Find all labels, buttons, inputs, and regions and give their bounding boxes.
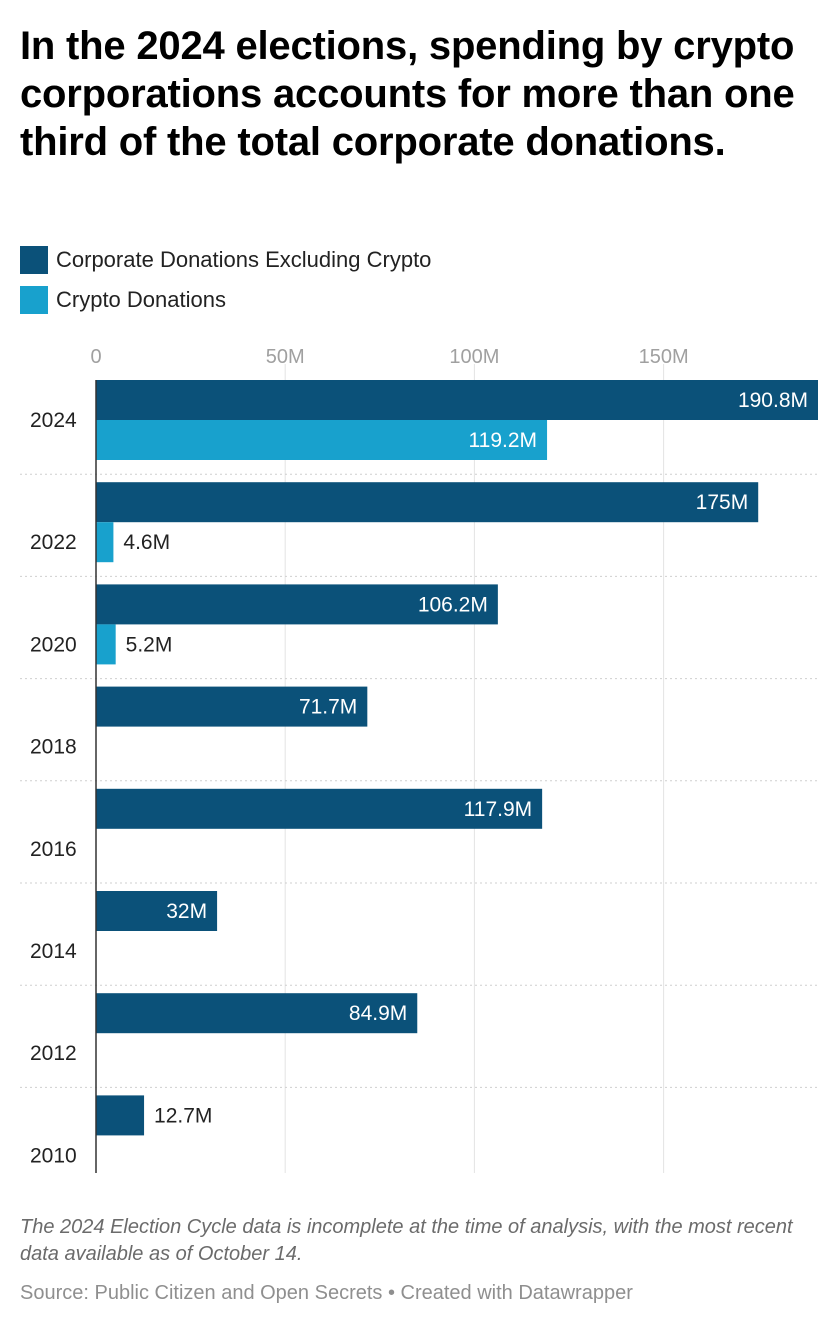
chart-source: Source: Public Citizen and Open Secrets … [20,1282,633,1304]
data-label-corporate-donations-excluding-crypto-2016: 117.9M [464,798,533,821]
x-tick-label-100m: 100M [449,346,499,368]
y-tick-label-2012: 2012 [30,1042,77,1065]
legend-swatch-corporate [20,246,48,274]
chart-note: The 2024 Election Cycle data is incomple… [20,1216,793,1265]
legend-swatch-crypto [20,286,48,314]
bar-crypto-donations-2024 [96,420,548,460]
bar-corporate-donations-excluding-crypto-2014 [96,891,218,931]
bar-corporate-donations-excluding-crypto-2024 [96,380,818,420]
bar-corporate-donations-excluding-crypto-2018 [96,686,368,727]
data-label-corporate-donations-excluding-crypto-2022: 175M [696,491,749,514]
x-tick-label-150m: 150M [639,346,689,368]
legend-label-crypto: Crypto Donations [56,287,226,312]
y-tick-label-2024: 2024 [30,409,77,432]
legend-label-corporate: Corporate Donations Excluding Crypto [56,247,432,272]
data-label-corporate-donations-excluding-crypto-2020: 106.2M [418,593,488,616]
data-label-corporate-donations-excluding-crypto-2024: 190.8M [738,389,808,412]
data-label-corporate-donations-excluding-crypto-2018: 71.7M [299,696,357,719]
bar-crypto-donations-2022 [96,522,114,563]
x-tick-label-0: 0 [90,346,101,368]
y-tick-label-2022: 2022 [30,531,77,554]
bar-corporate-donations-excluding-crypto-2016 [96,788,543,829]
data-label-corporate-donations-excluding-crypto-2010: 12.7M [154,1104,212,1127]
chart-title: In the 2024 elections, spending by crypt… [20,24,795,164]
bar-chart: 0 50M 100M 150M 2024 190.8M 119.2M 2022 175M 4.6M… [20,346,818,1173]
legend: Corporate Donations Excluding Crypto Cry… [20,240,431,320]
data-label-crypto-donations-2020: 5.2M [126,633,173,656]
y-tick-label-2014: 2014 [30,940,77,963]
data-label-corporate-donations-excluding-crypto-2014: 32M [166,900,207,923]
bar-corporate-donations-excluding-crypto-2010 [96,1095,145,1136]
bar-corporate-donations-excluding-crypto-2022 [96,482,759,523]
y-tick-label-2010: 2010 [30,1144,77,1167]
data-label-crypto-donations-2024: 119.2M [469,429,538,452]
y-tick-label-2016: 2016 [30,838,77,861]
bar-corporate-donations-excluding-crypto-2020 [96,584,498,625]
x-tick-label-50m: 50M [266,346,305,368]
data-label-crypto-donations-2022: 4.6M [123,531,170,554]
legend-item-corporate: Corporate Donations Excluding Crypto [20,240,431,280]
legend-item-crypto: Crypto Donations [20,280,431,320]
data-label-corporate-donations-excluding-crypto-2012: 84.9M [349,1002,407,1025]
y-tick-label-2018: 2018 [30,736,77,759]
bar-corporate-donations-excluding-crypto-2012 [96,993,418,1034]
bar-crypto-donations-2020 [96,624,116,665]
y-tick-label-2020: 2020 [30,633,77,656]
